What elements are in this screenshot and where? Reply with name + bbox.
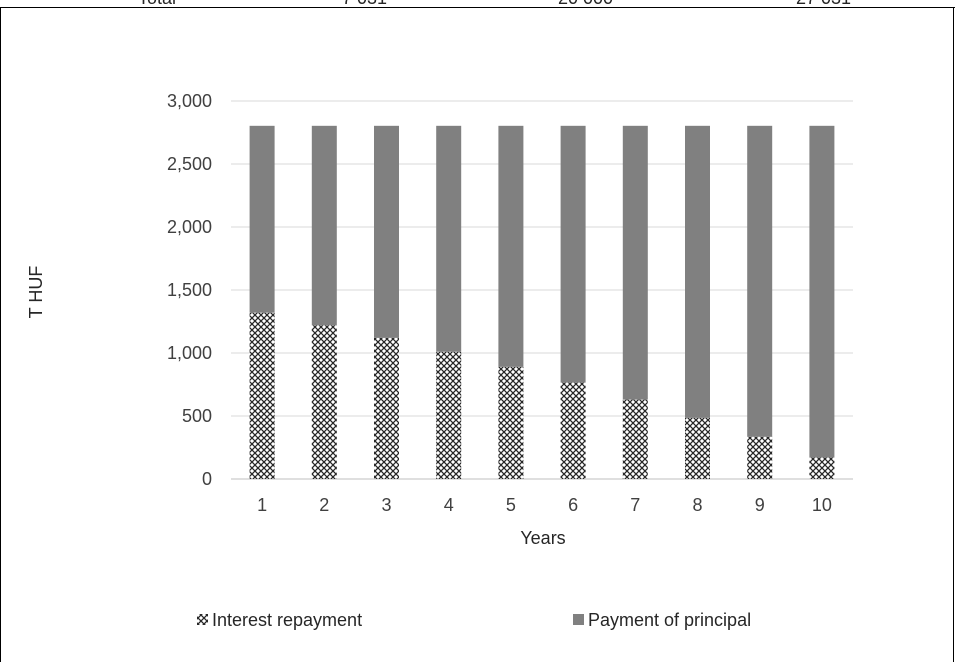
- legend: Interest repayment Payment of principal: [197, 610, 751, 630]
- top-table-row: Total 7 031 20 000 27 031: [0, 0, 955, 8]
- bar-payment-of-principal: [622, 125, 648, 400]
- x-axis-title: Years: [520, 528, 565, 548]
- bar-payment-of-principal: [809, 125, 835, 458]
- bar-payment-of-principal: [560, 125, 586, 383]
- x-tick-label: 10: [812, 495, 832, 515]
- frame-left-border: [0, 8, 1, 662]
- bar-payment-of-principal: [311, 125, 337, 326]
- y-tick-label: 1,500: [167, 280, 212, 300]
- bar-payment-of-principal: [685, 125, 710, 418]
- bar-interest-repayment: [809, 457, 835, 479]
- x-tick-label: 7: [630, 495, 640, 515]
- bar-payment-of-principal: [374, 125, 399, 338]
- x-tick-label: 5: [506, 495, 516, 515]
- legend-swatch-interest: [197, 614, 208, 625]
- bar-interest-repayment: [747, 436, 773, 479]
- legend-label-interest: Interest repayment: [212, 610, 362, 630]
- y-tick-label: 2,500: [167, 154, 212, 174]
- x-tick-label: 4: [444, 495, 454, 515]
- legend-label-principal: Payment of principal: [588, 610, 751, 630]
- x-tick-label: 1: [257, 495, 267, 515]
- bar-interest-repayment: [436, 351, 462, 479]
- total-value-2: 20 000: [558, 0, 613, 8]
- bar-interest-repayment: [311, 325, 337, 479]
- y-axis-tick-labels: 0 500 1,000 1,500 2,000 2,500 3,000: [167, 91, 212, 489]
- table-border-line: [0, 7, 955, 8]
- bar-interest-repayment: [622, 399, 648, 479]
- bar-interest-repayment: [498, 366, 524, 479]
- x-tick-label: 2: [319, 495, 329, 515]
- frame-right-border: [953, 8, 954, 662]
- bar-interest-repayment: [560, 382, 586, 479]
- bar-interest-repayment: [249, 312, 275, 479]
- y-axis-title: T HUF: [26, 266, 46, 319]
- bar-payment-of-principal: [436, 125, 462, 352]
- x-tick-label: 9: [755, 495, 765, 515]
- total-value-1: 7 031: [342, 0, 387, 8]
- bar-payment-of-principal: [747, 125, 773, 437]
- x-tick-label: 3: [381, 495, 391, 515]
- x-axis-tick-labels: 1 2 3 4 5 6 7 8 9 10: [257, 495, 832, 515]
- bar-interest-repayment: [685, 417, 710, 479]
- y-tick-label: 0: [202, 469, 212, 489]
- y-tick-label: 1,000: [167, 343, 212, 363]
- x-tick-label: 8: [692, 495, 702, 515]
- bar-payment-of-principal: [249, 125, 275, 313]
- total-label: Total: [138, 0, 176, 8]
- legend-swatch-principal: [573, 614, 584, 625]
- bar-interest-repayment: [374, 337, 399, 479]
- bar-payment-of-principal: [498, 125, 524, 367]
- bars: [249, 125, 835, 479]
- x-tick-label: 6: [568, 495, 578, 515]
- y-tick-label: 2,000: [167, 217, 212, 237]
- y-tick-label: 3,000: [167, 91, 212, 111]
- total-value-3: 27 031: [796, 0, 851, 8]
- y-tick-label: 500: [182, 406, 212, 426]
